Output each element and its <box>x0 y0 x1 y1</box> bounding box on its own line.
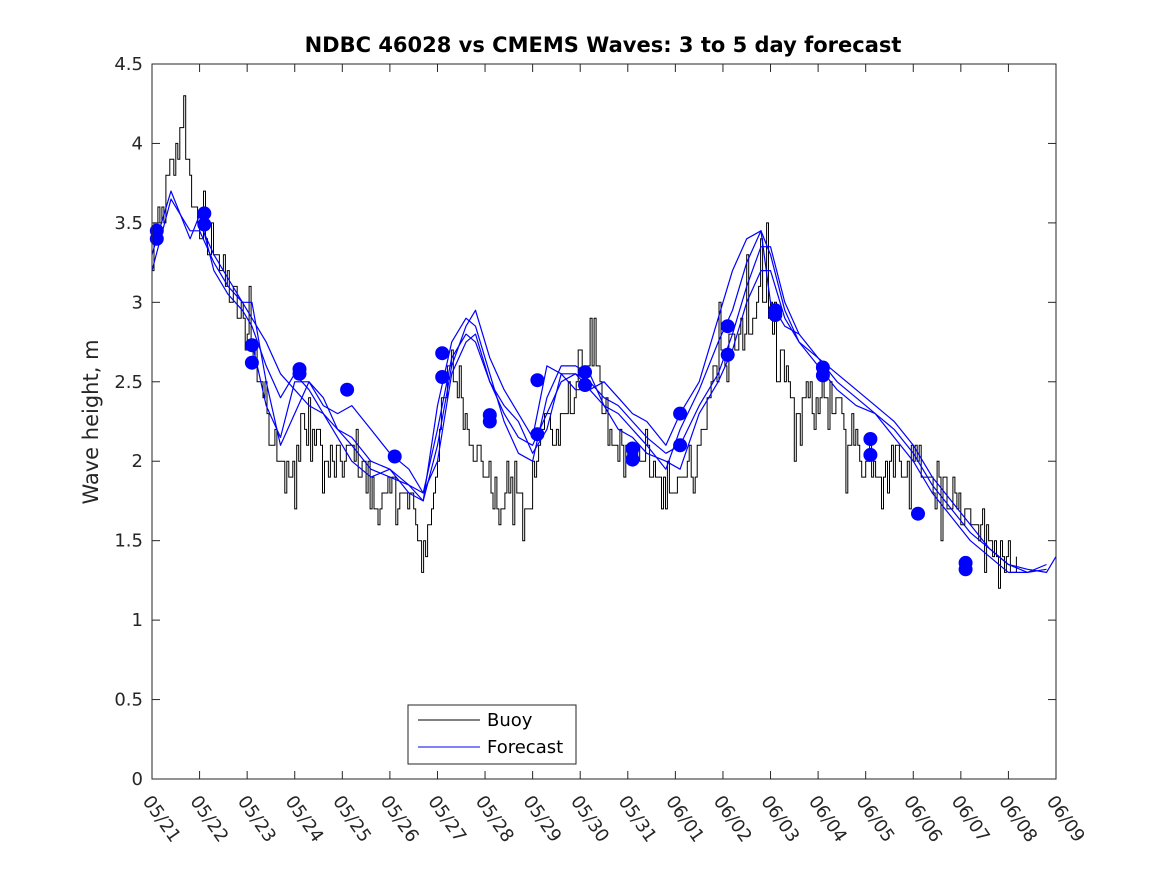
forecast-line-3 <box>199 222 800 502</box>
y-tick-label: 3 <box>132 292 143 313</box>
legend: Buoy Forecast <box>407 704 577 765</box>
x-tick-label: 06/04 <box>804 792 851 847</box>
forecast-marker <box>340 382 355 397</box>
x-tick-label: 05/27 <box>423 792 470 847</box>
forecast-marker <box>530 427 545 442</box>
x-tick-label: 05/23 <box>233 792 280 847</box>
forecast-marker <box>768 308 783 322</box>
forecast-marker <box>720 347 735 362</box>
y-axis-title: Wave height, m <box>79 339 103 504</box>
forecast-marker <box>720 319 735 334</box>
x-tick-label: 05/24 <box>281 792 328 847</box>
x-tick-label: 05/21 <box>138 792 185 847</box>
forecast-line-4 <box>251 270 1057 574</box>
forecast-marker <box>958 562 973 577</box>
forecast-series-group <box>151 190 1057 574</box>
x-tick-label: 06/03 <box>756 792 803 847</box>
x-tick-label: 06/05 <box>852 792 899 847</box>
forecast-marker <box>863 447 878 462</box>
forecast-marker <box>244 355 259 370</box>
forecast-marker <box>197 217 212 232</box>
x-tick-label: 05/31 <box>614 792 661 847</box>
x-tick-label: 05/25 <box>328 792 375 847</box>
x-tick-label: 05/29 <box>519 792 566 847</box>
legend-box <box>407 704 577 765</box>
x-tick-label: 06/09 <box>1042 792 1089 847</box>
y-axis: 0 0.5 1 1.5 2 2.5 3 3.5 4 4.5 <box>114 54 1056 790</box>
x-tick-label: 05/30 <box>566 792 613 847</box>
forecast-marker <box>578 378 592 392</box>
forecast-line-2 <box>151 190 1047 574</box>
x-tick-label: 06/01 <box>661 792 708 847</box>
x-tick-label: 06/07 <box>947 792 994 847</box>
x-tick-label: 05/22 <box>185 792 232 847</box>
y-tick-label: 3.5 <box>114 213 143 234</box>
legend-forecast-label: Forecast <box>487 737 563 758</box>
forecast-marker <box>815 368 830 383</box>
y-tick-label: 0.5 <box>114 690 143 711</box>
forecast-marker <box>625 441 640 456</box>
y-tick-label: 4 <box>132 133 143 154</box>
y-tick-label: 1.5 <box>114 531 143 552</box>
x-tick-label: 05/26 <box>376 792 423 847</box>
forecast-marker <box>863 432 878 446</box>
forecast-marker <box>482 414 497 429</box>
x-tick-label: 06/06 <box>899 792 946 847</box>
forecast-marker <box>292 366 307 381</box>
forecast-marker <box>673 438 688 453</box>
forecast-marker <box>673 406 688 421</box>
forecast-marker <box>911 506 925 521</box>
forecast-marker <box>149 231 164 246</box>
forecast-marker <box>387 449 402 464</box>
y-tick-label: 1 <box>132 610 143 631</box>
chart-title: NDBC 46028 vs CMEMS Waves: 3 to 5 day fo… <box>305 33 902 57</box>
forecast-marker <box>435 346 450 361</box>
forecast-line-1 <box>151 198 1047 574</box>
forecast-marker <box>244 338 259 353</box>
y-tick-label: 4.5 <box>114 54 143 75</box>
x-tick-label: 06/08 <box>994 792 1041 847</box>
forecast-marker <box>625 452 640 467</box>
x-tick-label: 06/02 <box>709 792 756 847</box>
forecast-markers <box>149 206 973 577</box>
legend-buoy-label: Buoy <box>487 710 533 731</box>
plot-frame <box>151 63 1057 780</box>
x-tick-label: 05/28 <box>471 792 518 847</box>
forecast-marker <box>530 373 545 388</box>
forecast-marker <box>578 365 592 380</box>
y-tick-label: 2 <box>132 451 143 472</box>
y-tick-label: 0 <box>132 769 143 790</box>
y-tick-label: 2.5 <box>114 372 143 393</box>
plot-area <box>152 64 1056 779</box>
forecast-marker <box>197 206 212 221</box>
forecast-marker <box>435 370 450 384</box>
